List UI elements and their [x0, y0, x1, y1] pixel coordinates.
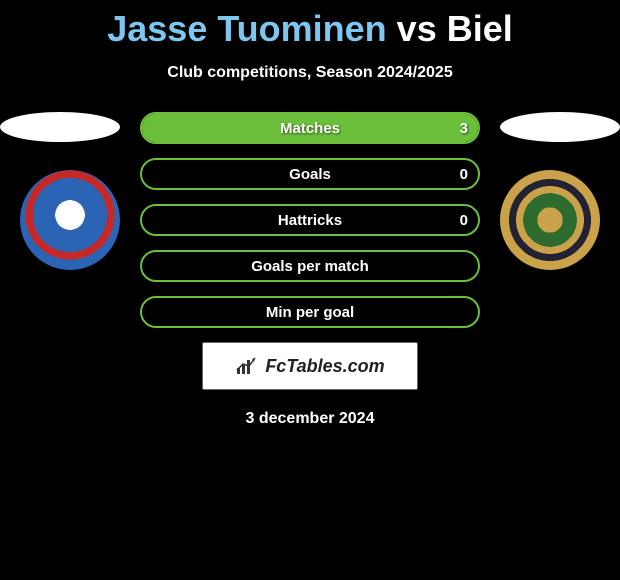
stat-bar: Matches3: [140, 112, 480, 144]
player2-oval: [500, 112, 620, 142]
subtitle: Club competitions, Season 2024/2025: [0, 64, 620, 82]
snapshot-date: 3 december 2024: [0, 410, 620, 428]
stat-bar-value-right: 0: [460, 160, 468, 188]
fctables-logo-box[interactable]: FcTables.com: [202, 342, 418, 390]
chart-icon: [235, 356, 259, 376]
comparison-title: Jasse Tuominen vs Biel: [0, 0, 620, 50]
stat-bar-label: Hattricks: [142, 206, 478, 234]
stat-bar-label: Goals: [142, 160, 478, 188]
vs-text: vs: [397, 8, 437, 49]
stat-bar-label: Matches: [142, 114, 478, 142]
player1-name: Jasse Tuominen: [107, 8, 386, 49]
stat-bar: Min per goal: [140, 296, 480, 328]
player2-name: Biel: [447, 8, 513, 49]
stat-bars: Matches3Goals0Hattricks0Goals per matchM…: [140, 112, 480, 328]
player1-club-crest: [20, 170, 120, 270]
player1-oval: [0, 112, 120, 142]
player2-club-crest: [500, 170, 600, 270]
stat-bar: Goals per match: [140, 250, 480, 282]
stat-bar-label: Min per goal: [142, 298, 478, 326]
stat-bar: Hattricks0: [140, 204, 480, 236]
content-area: Matches3Goals0Hattricks0Goals per matchM…: [0, 112, 620, 428]
stat-bar-value-right: 3: [460, 114, 468, 142]
fctables-logo-text: FcTables.com: [265, 356, 384, 377]
stat-bar: Goals0: [140, 158, 480, 190]
stat-bar-label: Goals per match: [142, 252, 478, 280]
stat-bar-value-right: 0: [460, 206, 468, 234]
